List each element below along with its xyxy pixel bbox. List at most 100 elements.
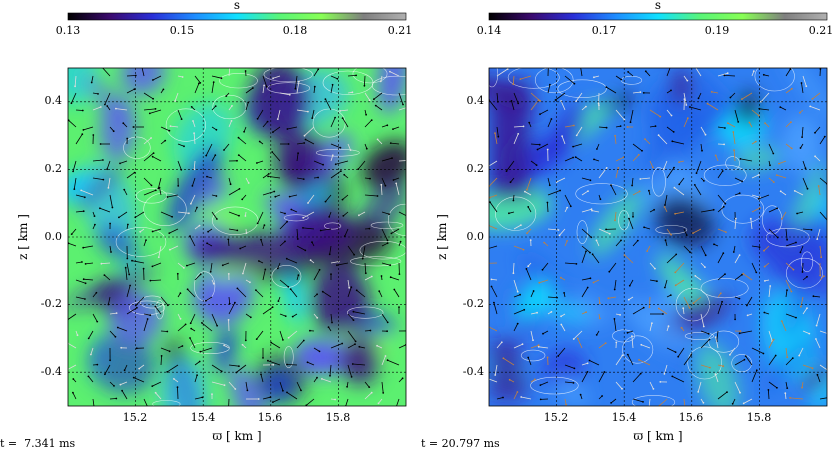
velocity-arrow-head <box>809 105 812 108</box>
velocity-arrow <box>320 228 332 231</box>
velocity-arrow-head <box>376 344 378 347</box>
velocity-arrow <box>211 364 222 372</box>
field-region <box>250 68 310 140</box>
velocity-arrow <box>228 177 231 185</box>
velocity-arrow-head <box>714 336 717 338</box>
velocity-arrow <box>302 227 315 230</box>
velocity-arrow <box>205 296 213 302</box>
velocity-arrow <box>160 330 168 332</box>
velocity-arrow-head <box>539 398 542 401</box>
velocity-arrow-head <box>388 213 390 216</box>
velocity-arrow-head <box>789 68 792 70</box>
velocity-arrow <box>345 398 349 406</box>
velocity-arrow <box>364 330 371 332</box>
velocity-arrow <box>223 345 230 349</box>
velocity-arrow-head <box>151 155 154 158</box>
velocity-arrow-head <box>369 329 372 332</box>
contour-line <box>754 68 795 92</box>
velocity-arrow <box>785 262 794 270</box>
velocity-arrow-head <box>733 149 735 152</box>
velocity-arrow-head <box>176 272 179 275</box>
velocity-arrow-head <box>141 66 143 68</box>
velocity-arrow <box>560 324 566 332</box>
velocity-arrow-head <box>670 114 673 117</box>
velocity-arrow-head <box>83 196 86 199</box>
velocity-arrow-head <box>152 97 155 100</box>
velocity-arrow <box>296 81 300 94</box>
velocity-arrow-head <box>146 318 149 320</box>
velocity-arrow <box>561 135 566 145</box>
contour-line <box>263 68 313 83</box>
velocity-arrow <box>802 330 810 334</box>
contour-line <box>190 341 230 354</box>
velocity-arrow-head <box>246 389 249 392</box>
field-region <box>229 365 268 406</box>
velocity-arrow-head <box>506 68 509 70</box>
velocity-arrow-head <box>336 264 338 267</box>
velocity-arrow-head <box>369 177 371 180</box>
y-tick-label: 0.4 <box>45 94 63 107</box>
contour-line <box>520 349 546 362</box>
velocity-arrow-head <box>284 212 286 215</box>
velocity-arrow <box>272 398 281 403</box>
contour-line <box>703 164 747 187</box>
velocity-arrow-head <box>801 136 803 139</box>
velocity-arrow-head <box>725 231 727 234</box>
velocity-arrow-head <box>339 146 342 149</box>
velocity-arrow <box>322 291 332 298</box>
velocity-arrow-head <box>276 267 279 270</box>
velocity-arrow-head <box>346 385 348 388</box>
field-region <box>312 338 348 375</box>
velocity-arrow <box>296 228 299 240</box>
velocity-arrow <box>581 177 591 181</box>
velocity-arrow <box>526 177 532 190</box>
velocity-arrow-head <box>307 202 309 204</box>
velocity-arrow <box>683 75 688 81</box>
velocity-arrow-head <box>605 86 608 88</box>
velocity-arrow-head <box>273 190 276 193</box>
velocity-arrow-head <box>289 288 292 290</box>
velocity-arrow <box>255 289 264 298</box>
contour-line <box>212 206 259 236</box>
velocity-arrow-head <box>87 375 90 378</box>
velocity-arrow <box>496 342 503 349</box>
velocity-arrow-head <box>738 332 741 335</box>
velocity-arrow <box>296 142 305 145</box>
velocity-arrow-head <box>671 140 674 143</box>
velocity-arrow-head <box>123 188 126 191</box>
velocity-arrow <box>211 82 215 94</box>
velocity-arrow-head <box>689 106 691 108</box>
velocity-arrow-head <box>772 181 775 184</box>
velocity-arrow-head <box>574 156 577 159</box>
velocity-arrow <box>696 160 702 174</box>
velocity-arrow-head <box>127 223 129 226</box>
velocity-arrow-head <box>386 359 389 362</box>
velocity-arrow-head <box>719 292 722 295</box>
contour-line <box>621 335 654 364</box>
contour-line <box>557 79 607 98</box>
velocity-arrow-head <box>272 401 274 403</box>
contour-line <box>725 156 740 171</box>
velocity-arrow <box>92 398 95 406</box>
velocity-arrow <box>768 228 778 238</box>
velocity-arrow <box>715 373 719 383</box>
velocity-arrow-head <box>294 87 297 90</box>
x-tick-label: 15.2 <box>123 411 148 424</box>
velocity-arrow-head <box>746 314 749 317</box>
velocity-arrow <box>819 211 827 221</box>
field-region <box>166 145 222 230</box>
velocity-arrow-head <box>590 208 593 211</box>
velocity-arrow <box>236 364 247 373</box>
velocity-arrow-head <box>255 338 258 340</box>
contour-line <box>534 68 574 94</box>
heatmap-right <box>489 68 827 406</box>
velocity-arrow <box>262 75 268 88</box>
velocity-arrow <box>717 194 726 204</box>
contour-line <box>267 82 311 94</box>
velocity-arrow <box>559 228 566 236</box>
velocity-arrow-head <box>376 195 379 197</box>
velocity-arrow <box>632 143 643 152</box>
field-region <box>96 225 140 263</box>
velocity-arrow <box>513 279 519 292</box>
velocity-arrow-head <box>823 275 825 277</box>
